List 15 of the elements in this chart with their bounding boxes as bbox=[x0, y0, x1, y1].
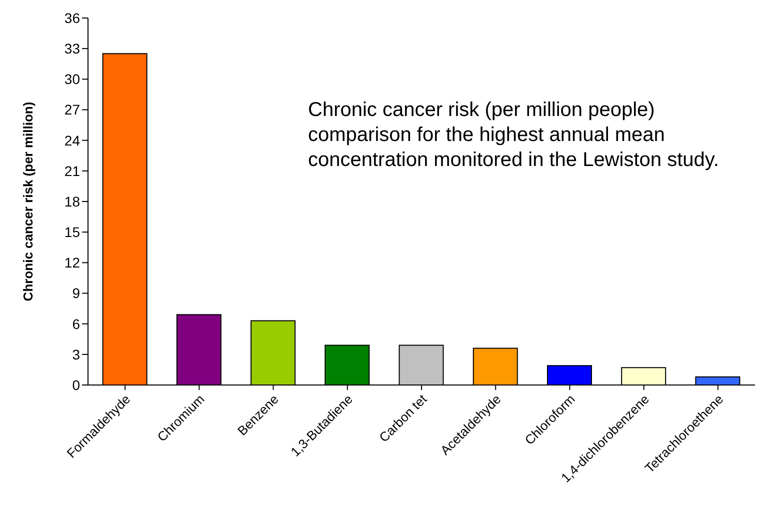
y-axis-title: Chronic cancer risk (per million) bbox=[20, 102, 36, 302]
y-tick-label: 18 bbox=[64, 193, 80, 210]
y-tick-label: 0 bbox=[72, 376, 80, 393]
y-tick-label: 6 bbox=[72, 316, 80, 332]
y-tick-label: 9 bbox=[72, 285, 80, 302]
y-tick-label: 21 bbox=[64, 162, 80, 179]
annotation: Chronic cancer risk (per million people) comparison for the highest annual mean concentration monitored in the Lewiston study. bbox=[308, 98, 719, 173]
y-tick-label: 27 bbox=[64, 102, 80, 118]
y-tick-label: 3 bbox=[72, 346, 80, 362]
y-tick-label: 36 bbox=[64, 10, 80, 26]
y-tick-label: 24 bbox=[64, 132, 80, 148]
y-tick-label: 12 bbox=[64, 254, 80, 271]
y-tick-label: 15 bbox=[64, 224, 80, 240]
y-tick-label: 30 bbox=[64, 71, 80, 88]
y-tick-label: 33 bbox=[64, 40, 80, 57]
